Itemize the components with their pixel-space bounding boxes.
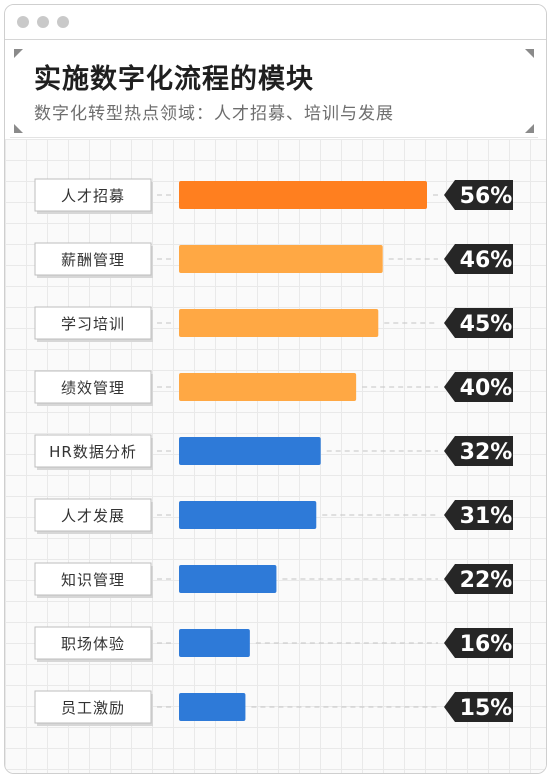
- value-badge: [444, 692, 513, 722]
- value-badge: [444, 500, 513, 530]
- value-badge: [444, 436, 513, 466]
- value-badge: [444, 180, 513, 210]
- category-label: 薪酬管理: [61, 251, 125, 269]
- category-label-box: [34, 498, 152, 532]
- data-label: 46%: [460, 248, 513, 273]
- category-label-box: [34, 626, 152, 660]
- category-label: HR数据分析: [49, 443, 137, 461]
- category-label-box: [34, 370, 152, 404]
- window-dot-icon[interactable]: [37, 16, 49, 28]
- category-label: 学习培训: [61, 315, 125, 333]
- category-label-box: [34, 562, 152, 596]
- corner-mark-icon: [525, 49, 534, 58]
- data-label: 15%: [460, 696, 513, 721]
- value-badge: [444, 628, 513, 658]
- category-label: 人才发展: [61, 507, 125, 525]
- category-label: 绩效管理: [61, 379, 125, 397]
- data-label: 22%: [460, 568, 513, 593]
- category-label: 职场体验: [61, 635, 125, 653]
- bar-chart: 人才招募 56% 薪酬管理 46% 学习培训 45% 绩效管理 40% HR数据分析 32% 人才发…: [34, 178, 513, 726]
- value-badge: [444, 308, 513, 338]
- app-window: 实施数字化流程的模块 数字化转型热点领域：人才招募、培训与发展 人才招募 56% 薪…: [4, 4, 547, 774]
- corner-mark-icon: [14, 124, 23, 133]
- category-label: 员工激励: [61, 699, 125, 717]
- bar: [179, 181, 427, 209]
- window-dot-icon[interactable]: [57, 16, 69, 28]
- chart-header: 实施数字化流程的模块 数字化转型热点领域：人才招募、培训与发展: [10, 45, 538, 138]
- window-titlebar: [5, 5, 546, 40]
- window-dot-icon[interactable]: [17, 16, 29, 28]
- corner-mark-icon: [525, 124, 534, 133]
- bar: [179, 501, 317, 529]
- chart-subtitle: 数字化转型热点领域：人才招募、培训与发展: [34, 104, 394, 124]
- data-label: 31%: [460, 504, 513, 529]
- bar: [179, 373, 357, 401]
- value-badge: [444, 244, 513, 274]
- category-label-box: [34, 242, 152, 276]
- value-badge: [444, 564, 513, 594]
- category-label-box: [34, 178, 152, 212]
- data-label: 32%: [460, 440, 513, 465]
- bar: [179, 629, 250, 657]
- category-label: 知识管理: [61, 571, 125, 589]
- bar: [179, 565, 277, 593]
- chart-title: 实施数字化流程的模块: [34, 64, 314, 95]
- corner-mark-icon: [14, 49, 23, 58]
- category-label: 人才招募: [61, 187, 125, 205]
- bar: [179, 245, 383, 273]
- category-label-box: [34, 434, 152, 468]
- data-label: 16%: [460, 632, 513, 657]
- data-label: 56%: [460, 184, 513, 209]
- category-label-box: [34, 690, 152, 724]
- data-label: 45%: [460, 312, 513, 337]
- value-badge: [444, 372, 513, 402]
- category-label-box: [34, 306, 152, 340]
- bar: [179, 437, 321, 465]
- bar: [179, 309, 379, 337]
- bar: [179, 693, 246, 721]
- data-label: 40%: [460, 376, 513, 401]
